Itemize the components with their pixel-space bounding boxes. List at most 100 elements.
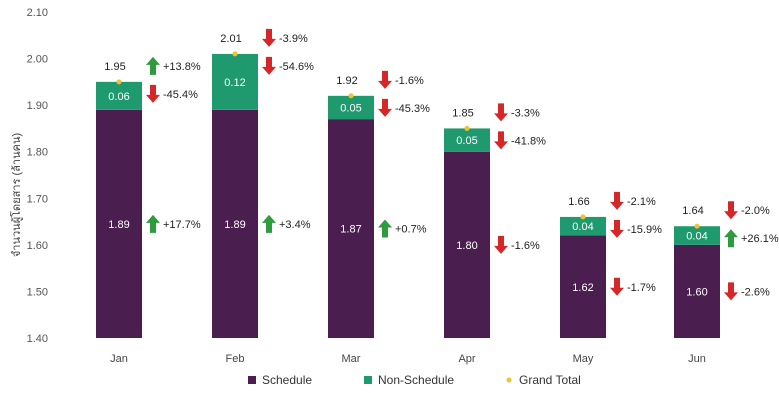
schedule-bar [96,109,142,338]
grand-total-value-label: 1.85 [452,107,473,119]
change-label: -1.6% [511,240,540,252]
down-arrow-icon [262,28,276,47]
y-tick-label: 1.70 [27,193,48,205]
legend-swatch [248,376,256,384]
schedule-value-label: 1.62 [572,282,593,294]
down-arrow-icon [262,56,276,75]
schedule-value-label: 1.87 [340,224,361,236]
change-label: -54.6% [279,61,314,73]
grand-total-marker [232,51,238,57]
grand-total-marker [348,93,354,99]
bars [96,51,720,338]
up-arrow-icon [724,229,738,248]
schedule-bar [444,151,490,338]
down-arrow-icon [610,191,624,210]
y-tick-label: 1.80 [27,147,48,159]
schedule-bar [560,235,606,338]
legend-swatch [364,376,372,384]
down-arrow-icon [724,282,738,301]
y-tick-label: 2.00 [27,54,48,66]
change-label: -3.3% [511,107,540,119]
change-label: +3.4% [279,219,311,231]
down-arrow-icon [378,70,392,89]
grand-total-marker [116,79,122,85]
change-label: -3.9% [279,33,308,45]
grand-total-value-label: 1.95 [104,61,125,73]
grand-total-marker [464,125,470,131]
non-schedule-bar [96,81,142,110]
down-arrow-icon [494,103,508,122]
non-schedule-bar [560,216,606,236]
y-tick-label: 2.10 [27,7,48,19]
non-schedule-value-label: 0.05 [340,102,361,114]
x-tick-label: May [573,353,594,365]
down-arrow-icon [724,201,738,220]
legend-label: Schedule [262,373,312,387]
y-tick-label: 1.90 [27,100,48,112]
change-label: -1.7% [627,282,656,294]
non-schedule-value-label: 0.05 [456,135,477,147]
schedule-value-label: 1.89 [108,219,129,231]
x-tick-label: Apr [458,353,475,365]
legend-schedule: Schedule [248,373,312,387]
y-tick-label: 1.40 [27,333,48,345]
grand-total-marker [694,223,700,229]
change-label: -15.9% [627,224,662,236]
non-schedule-value-label: 0.04 [572,221,593,233]
change-label: -45.3% [395,103,430,115]
legend-label: Non-Schedule [378,373,454,387]
up-arrow-icon [378,219,392,238]
change-label: -2.6% [741,286,770,298]
down-arrow-icon [146,84,160,103]
change-label: -2.0% [741,205,770,217]
schedule-value-label: 1.89 [224,219,245,231]
up-arrow-icon [262,214,276,233]
y-tick-label: 1.50 [27,286,48,298]
grand-total-marker [580,214,586,220]
legend-label: Grand Total [519,373,581,387]
change-label: +0.7% [395,224,427,236]
up-arrow-icon [146,214,160,233]
down-arrow-icon [610,277,624,296]
grand-total-value-label: 2.01 [220,33,241,45]
change-label: -1.6% [395,75,424,87]
non-schedule-value-label: 0.04 [686,231,707,243]
non-schedule-bar [328,95,374,120]
grand-total-value-label: 1.66 [568,196,589,208]
change-label: -2.1% [627,196,656,208]
down-arrow-icon [378,98,392,117]
data-labels: 1.89 0.06 1.95 +13.8% -45.4% +17.7% 1.89 0.12 2.… [104,28,779,301]
non-schedule-value-label: 0.12 [224,77,245,89]
schedule-value-label: 1.80 [456,240,477,252]
change-label: +17.7% [163,219,201,231]
non-schedule-bar [674,226,720,245]
y-axis: 1.40 1.50 1.60 1.70 1.80 1.90 2.00 2.10 [27,7,48,345]
schedule-bar [328,119,374,338]
down-arrow-icon [494,235,508,254]
schedule-bar [212,109,258,338]
change-label: -45.4% [163,89,198,101]
x-tick-label: Jun [688,353,706,365]
legend-swatch [506,377,512,383]
legend-non-schedule: Non-Schedule [364,373,454,387]
grand-total-value-label: 1.92 [336,75,357,87]
legend: Schedule Non-Schedule Grand Total [248,373,581,387]
up-arrow-icon [146,56,160,75]
schedule-bar [674,244,720,338]
schedule-value-label: 1.60 [686,286,707,298]
x-axis: Jan Feb Mar Apr May Jun [110,353,706,365]
y-tick-label: 1.60 [27,240,48,252]
x-tick-label: Mar [342,353,361,365]
legend-grand-total: Grand Total [506,373,581,387]
grand-total-value-label: 1.64 [682,205,703,217]
x-tick-label: Feb [226,353,245,365]
change-label: +13.8% [163,61,201,73]
x-tick-label: Jan [110,353,128,365]
non-schedule-bar [212,53,258,110]
non-schedule-bar [444,128,490,152]
down-arrow-icon [610,219,624,238]
y-axis-label: จำนวนผู้โดยสาร (ล้านคน) [9,133,23,257]
change-label: -41.8% [511,135,546,147]
down-arrow-icon [494,131,508,150]
